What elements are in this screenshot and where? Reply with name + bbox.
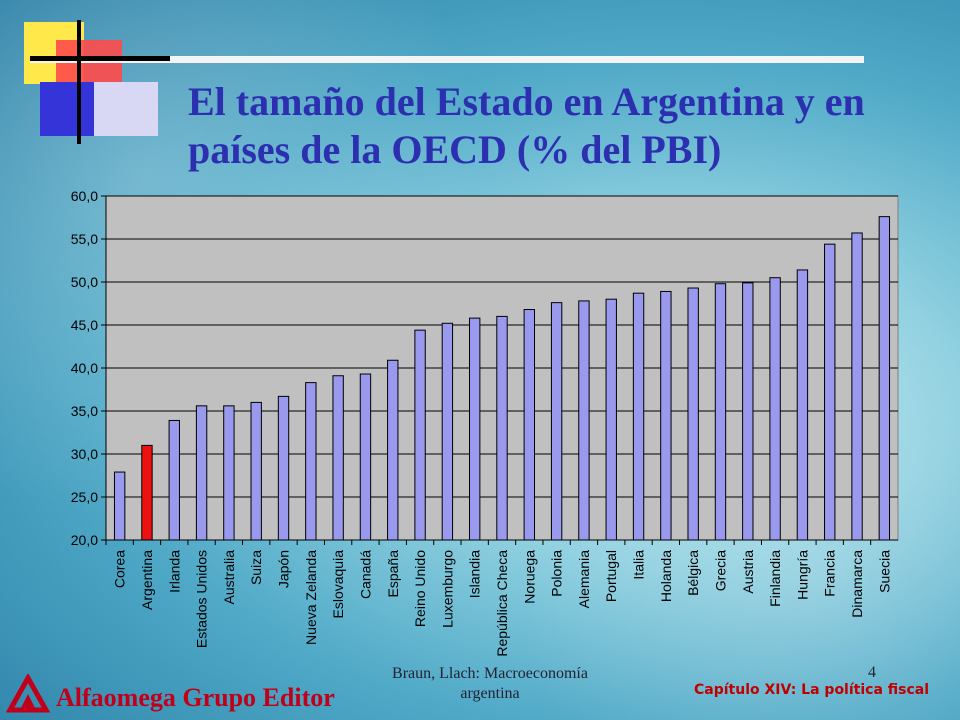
x-tick-label: Nueva Zelanda — [303, 550, 319, 645]
cross-horizontal — [30, 56, 170, 61]
x-tick-label: Portugal — [603, 550, 619, 602]
publisher-name: Alfaomega Grupo Editor — [56, 683, 335, 712]
x-tick-label: Dinamarca — [849, 550, 865, 618]
bar-26 — [824, 243, 836, 541]
bar-17 — [578, 300, 590, 541]
y-tick-label: 50,0 — [71, 274, 98, 290]
footer-line-2: argentina — [460, 685, 520, 702]
bar-12 — [441, 322, 454, 541]
blue-square — [40, 82, 94, 136]
bar-14 — [496, 315, 508, 541]
bar-8 — [332, 375, 344, 541]
bar-18 — [605, 298, 617, 541]
publisher-logo-icon — [6, 674, 51, 713]
x-tick-label: Japón — [276, 550, 292, 588]
x-tick-label: Suecia — [876, 550, 892, 593]
x-tick-label: Polonia — [549, 550, 565, 597]
bar-20 — [660, 290, 672, 541]
x-tick-label: Eslovaquia — [330, 550, 346, 619]
bar-27 — [851, 232, 863, 541]
page-title: El tamaño del Estado en Argentina y en p… — [188, 79, 865, 172]
y-tick-label: 25,0 — [71, 489, 98, 505]
x-tick-label: Irlanda — [166, 550, 182, 593]
bar-10 — [387, 359, 399, 541]
x-tick-label: España — [385, 550, 401, 598]
page-number: 4 — [868, 664, 876, 681]
x-tick-label: Bélgica — [685, 550, 701, 596]
x-tick-label: Francia — [822, 550, 838, 597]
bar-24 — [769, 277, 781, 541]
x-tick-label: Reino Unido — [412, 550, 428, 627]
x-tick-label: Finlandia — [767, 550, 783, 607]
x-tick-label: Alemania — [576, 550, 592, 609]
bar-6 — [277, 395, 290, 541]
x-tick-label: Hungría — [794, 550, 810, 600]
x-tick-label: Suiza — [248, 550, 264, 585]
x-tick-label: República Checa — [494, 550, 510, 657]
footer-line-1: Braun, Llach: Macroeconomía — [392, 665, 588, 682]
y-tick-label: 35,0 — [71, 403, 98, 419]
decorative-squares — [0, 0, 180, 150]
bar-2 — [168, 419, 180, 541]
bar-4 — [223, 405, 235, 541]
bar-25 — [796, 269, 809, 541]
bar-11 — [414, 329, 426, 541]
bar-28 — [878, 216, 891, 541]
bar-0 — [113, 471, 126, 541]
bar-15 — [523, 309, 535, 541]
bar-7 — [305, 382, 317, 541]
title-rule — [30, 56, 864, 63]
y-tick-label: 30,0 — [71, 446, 98, 462]
x-tick-label: Australia — [221, 550, 237, 605]
chapter-label: Capítulo XIV: La política fiscal — [694, 682, 930, 698]
x-tick-label: Italia — [631, 550, 647, 580]
y-tick-label: 60,0 — [71, 188, 98, 204]
bar-1 — [141, 444, 153, 541]
bar-5 — [250, 401, 262, 541]
bar-22 — [714, 283, 727, 541]
x-tick-label: Estados Unidos — [194, 550, 210, 648]
bar-9 — [359, 373, 372, 541]
x-tick-label: Argentina — [139, 550, 155, 610]
bar-21 — [687, 287, 699, 541]
x-tick-label: Canadá — [357, 550, 373, 599]
x-tick-label: Noruega — [521, 550, 537, 604]
footer-author: Braun, Llach: Macroeconomía argentina — [360, 664, 620, 704]
bar-13 — [469, 317, 481, 541]
bar-3 — [195, 405, 208, 541]
lavender-square — [94, 82, 158, 136]
y-tick-label: 20,0 — [71, 532, 98, 548]
cross-vertical — [77, 20, 81, 144]
x-tick-label: Luxemburgo — [439, 550, 455, 628]
bar-23 — [742, 282, 754, 541]
x-tick-label: Grecia — [712, 550, 728, 591]
bar-16 — [550, 302, 563, 541]
x-tick-label: Austria — [740, 550, 756, 594]
x-tick-label: Islandia — [467, 550, 483, 598]
y-tick-label: 45,0 — [71, 317, 98, 333]
y-tick-label: 40,0 — [71, 360, 98, 376]
y-tick-label: 55,0 — [71, 231, 98, 247]
bar-19 — [632, 292, 645, 541]
x-tick-label: Corea — [112, 550, 128, 588]
x-tick-label: Holanda — [658, 550, 674, 602]
